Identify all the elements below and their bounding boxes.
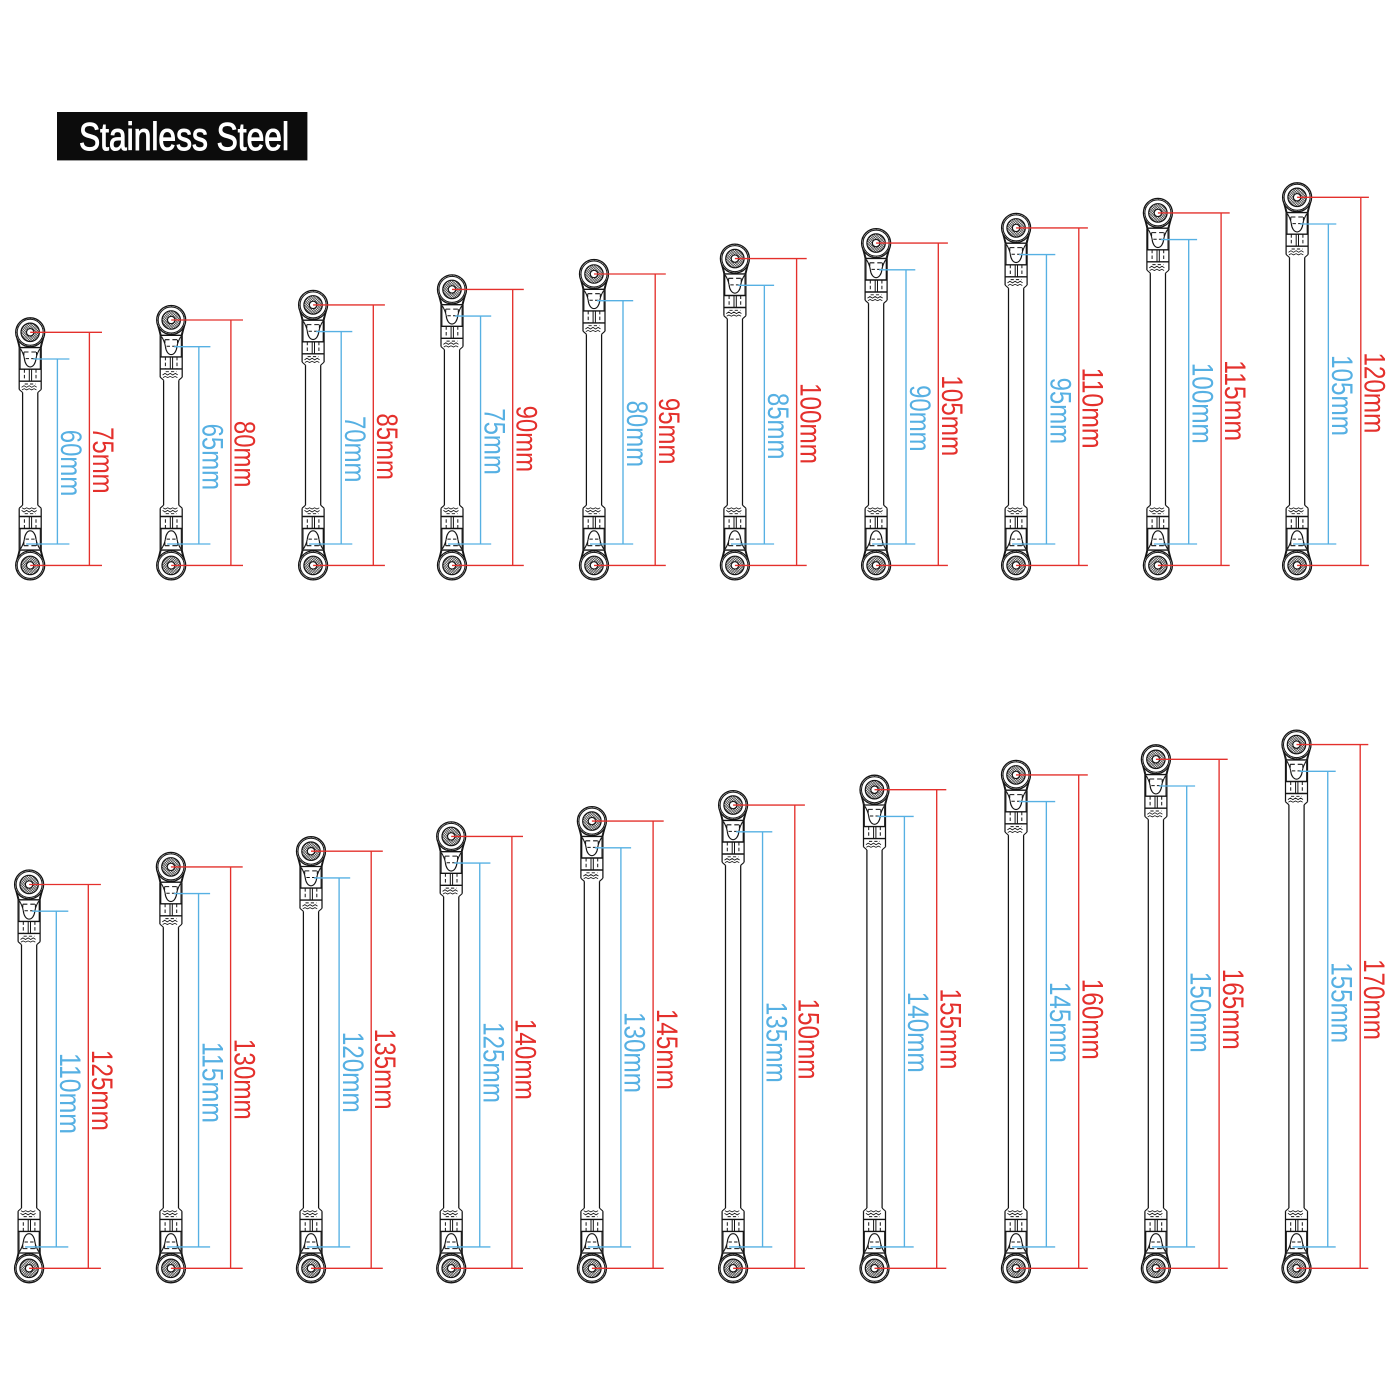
svg-text:75mm: 75mm (477, 408, 510, 475)
svg-text:155mm: 155mm (1325, 962, 1358, 1043)
svg-text:60mm: 60mm (54, 430, 87, 497)
svg-text:105mm: 105mm (1325, 355, 1358, 436)
svg-text:75mm: 75mm (86, 427, 119, 494)
svg-text:105mm: 105mm (935, 375, 968, 456)
svg-text:85mm: 85mm (370, 413, 403, 480)
svg-text:95mm: 95mm (1043, 378, 1076, 445)
svg-text:150mm: 150mm (1184, 972, 1217, 1053)
svg-text:110mm: 110mm (53, 1053, 86, 1134)
svg-text:130mm: 130mm (227, 1039, 260, 1120)
svg-text:115mm: 115mm (1218, 360, 1251, 441)
svg-text:125mm: 125mm (85, 1050, 118, 1131)
svg-text:145mm: 145mm (650, 1009, 683, 1090)
svg-text:100mm: 100mm (793, 383, 826, 464)
svg-text:85mm: 85mm (761, 393, 794, 460)
svg-text:70mm: 70mm (338, 416, 371, 483)
svg-text:170mm: 170mm (1357, 959, 1390, 1040)
svg-text:110mm: 110mm (1076, 368, 1109, 449)
svg-text:90mm: 90mm (510, 406, 543, 473)
svg-text:95mm: 95mm (652, 398, 685, 465)
svg-text:160mm: 160mm (1076, 979, 1109, 1060)
svg-text:135mm: 135mm (759, 1002, 792, 1083)
svg-text:120mm: 120mm (1358, 352, 1391, 433)
svg-text:90mm: 90mm (903, 385, 936, 452)
svg-text:140mm: 140mm (901, 992, 934, 1073)
svg-text:80mm: 80mm (228, 421, 261, 488)
svg-text:120mm: 120mm (336, 1032, 369, 1113)
svg-text:165mm: 165mm (1216, 969, 1249, 1050)
svg-text:140mm: 140mm (509, 1019, 542, 1100)
svg-text:155mm: 155mm (934, 989, 967, 1070)
svg-text:125mm: 125mm (477, 1022, 510, 1103)
svg-text:Stainless Steel: Stainless Steel (79, 116, 289, 159)
svg-text:115mm: 115mm (195, 1042, 228, 1123)
svg-text:135mm: 135mm (368, 1029, 401, 1110)
svg-text:100mm: 100mm (1186, 363, 1219, 444)
svg-text:80mm: 80mm (620, 401, 653, 468)
svg-text:150mm: 150mm (792, 999, 825, 1080)
svg-text:65mm: 65mm (196, 424, 229, 491)
svg-text:130mm: 130mm (618, 1012, 651, 1093)
svg-text:145mm: 145mm (1043, 982, 1076, 1063)
